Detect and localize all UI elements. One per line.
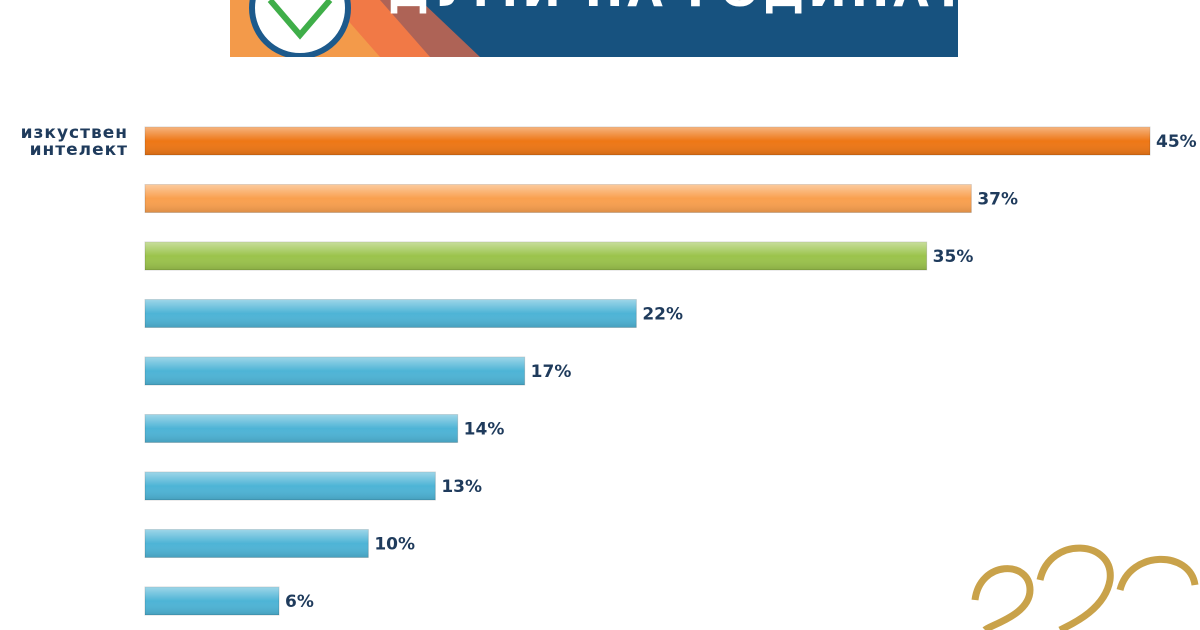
decoration: [971, 544, 1199, 630]
value-label: 6%: [285, 592, 314, 612]
banner: ДУМИ НА ГОДИНАТА: [230, 0, 1008, 57]
bar-shine: [145, 299, 637, 328]
value-label: 35%: [933, 247, 974, 267]
value-label: 14%: [464, 420, 505, 440]
category-line: изкуствен: [21, 123, 128, 143]
bar-shine: [145, 184, 972, 213]
bar-shine: [145, 357, 525, 385]
value-label: 13%: [441, 477, 482, 497]
bar-shine: [145, 242, 927, 270]
value-label: 10%: [374, 535, 415, 555]
banner-title: ДУМИ НА ГОДИНАТА: [388, 0, 1008, 17]
bar-shine: [145, 529, 369, 558]
bar-shine: [145, 587, 279, 615]
value-label: 45%: [1156, 132, 1197, 152]
category-label: изкуствен интелект: [21, 123, 128, 160]
value-label: 17%: [531, 362, 572, 382]
value-label: 22%: [642, 305, 683, 325]
bar-shine: [145, 414, 458, 443]
bar-shine: [145, 127, 1150, 155]
bar-shine: [145, 472, 436, 500]
category-line: интелект: [30, 140, 128, 160]
value-label: 37%: [977, 190, 1018, 210]
